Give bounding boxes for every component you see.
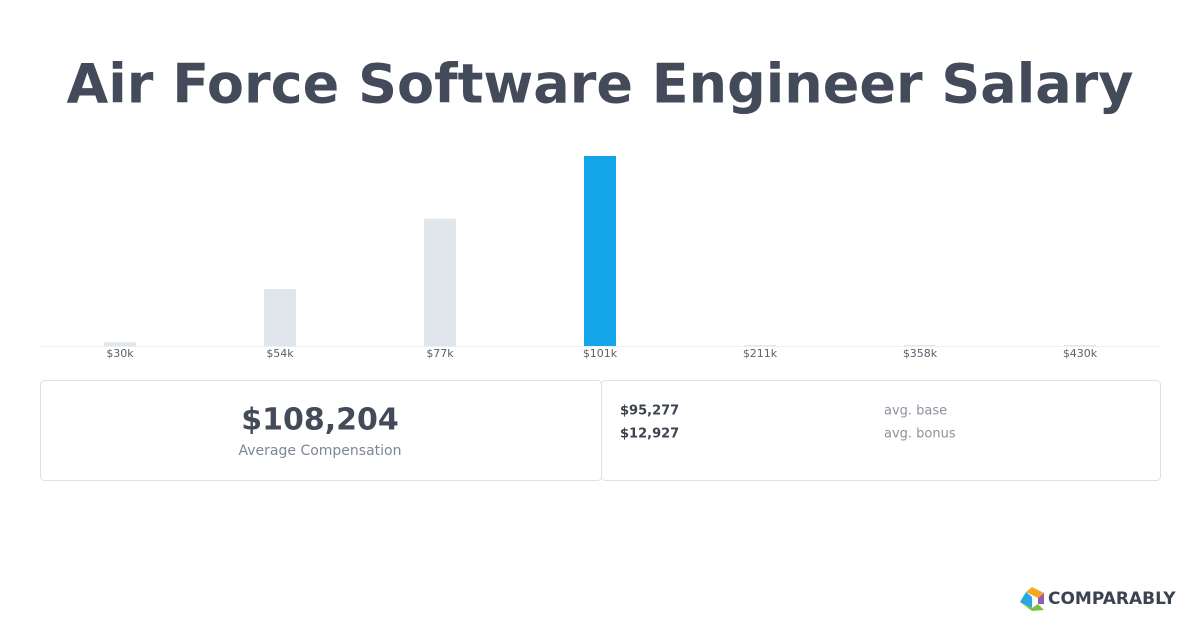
x-tick-label: $211k [743, 347, 778, 360]
bar [424, 218, 456, 346]
x-tick-label: $101k [583, 347, 618, 360]
average-label: Average Compensation [239, 443, 402, 459]
average-value: $108,204 [241, 403, 399, 438]
bar [264, 289, 296, 346]
x-tick-label: $77k [426, 347, 454, 360]
x-tick-label: $358k [903, 347, 938, 360]
bar [104, 342, 136, 346]
bar [584, 156, 616, 346]
x-tick-label: $30k [106, 347, 134, 360]
x-tick-label: $54k [266, 347, 294, 360]
logo-text: COMPARABLY [1048, 589, 1176, 609]
chart-title: Air Force Software Engineer Salary [66, 53, 1133, 116]
bar [744, 345, 776, 346]
details-box [601, 380, 1161, 481]
base-value: $95,277 [620, 404, 679, 419]
bar [904, 345, 936, 346]
bar [1064, 345, 1096, 346]
bonus-label: avg. bonus [884, 427, 956, 442]
bonus-value: $12,927 [620, 427, 679, 442]
logo-icon [1020, 587, 1044, 611]
base-label: avg. base [884, 404, 947, 419]
x-tick-label: $430k [1063, 347, 1098, 360]
